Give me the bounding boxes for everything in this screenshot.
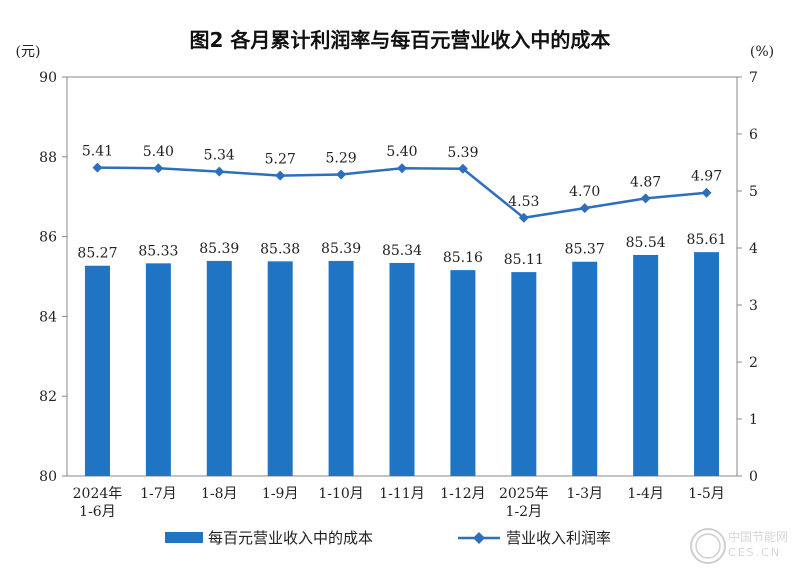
x-tick-label: 1-9月 [262,486,299,502]
right-tick-label: 4 [749,241,758,257]
watermark-logo: 中国节能网 CES.CN [690,528,788,564]
line-value-label: 4.70 [569,184,600,200]
bar [511,272,537,476]
bar [572,261,598,476]
right-tick-label: 7 [749,70,758,86]
left-tick-label: 84 [39,309,57,325]
x-tick-label: 1-7月 [140,486,177,502]
right-tick-label: 3 [749,298,758,314]
legend: 每百元营业收入中的成本 营业收入利润率 [165,529,611,547]
x-tick-label: 1-8月 [201,486,238,502]
bar [633,254,659,476]
left-axis-unit: (元) [16,44,41,60]
x-tick-label: 1-5月 [688,486,725,502]
bar [328,260,354,476]
line-value-label: 4.53 [508,194,539,210]
x-tick-label: 1-6月 [79,504,116,520]
x-tick-label: 2025年 [499,486,549,502]
bar-value-label: 85.39 [321,241,361,257]
x-tick-label: 1-4月 [627,486,664,502]
x-tick-label: 2024年 [73,486,123,502]
line-value-label: 4.97 [691,169,722,185]
line-marker [518,212,529,223]
bar-value-label: 85.61 [686,232,726,248]
line-value-label: 5.27 [265,152,296,168]
line-marker [640,193,651,204]
left-tick-label: 88 [39,150,57,166]
bar [450,270,476,476]
right-tick-label: 2 [749,355,758,371]
right-tick-label: 6 [749,127,758,143]
bar [145,263,171,476]
bar-value-label: 85.33 [138,243,178,259]
left-tick-label: 82 [39,389,57,405]
x-tick-label: 1-3月 [566,486,603,502]
x-tick-label: 1-10月 [318,486,363,502]
line-marker [336,169,347,180]
right-tick-label: 1 [749,412,758,428]
line-marker [397,163,407,174]
right-tick-label: 0 [749,469,758,485]
bar [84,265,110,476]
line-value-label: 5.40 [143,144,174,160]
line-marker [701,187,712,198]
line-value-label: 5.34 [204,148,235,164]
x-tick-label: 1-11月 [379,486,424,502]
bar-value-label: 85.54 [626,235,666,251]
line-marker [579,203,590,214]
left-tick-label: 80 [39,469,57,485]
line-marker [457,163,468,174]
bar-value-label: 85.27 [77,246,117,262]
legend-line-label: 营业收入利润率 [506,529,611,547]
bar-value-label: 85.39 [199,241,239,257]
left-tick-label: 86 [39,230,57,246]
bar-value-label: 85.37 [565,242,605,258]
chart-title: 图2 各月累计利润率与每百元营业收入中的成本 [190,28,611,52]
right-tick-label: 5 [749,184,758,200]
bar-value-label: 85.34 [382,243,422,259]
right-axis-unit: (%) [750,44,774,60]
bar [206,260,232,476]
legend-line-marker [473,532,485,544]
legend-bar-swatch [165,532,203,543]
legend-bar-label: 每百元营业收入中的成本 [208,529,373,547]
line-value-label: 5.39 [447,145,478,161]
bar [267,261,293,476]
line-value-label: 5.40 [386,144,417,160]
svg-text:中国节能网: 中国节能网 [728,529,788,544]
line-value-label: 5.29 [326,150,357,166]
x-tick-label: 1-12月 [440,486,485,502]
bar [389,262,415,476]
line-value-label: 4.87 [630,174,661,190]
bar-value-label: 85.16 [443,250,483,266]
line-series [97,166,707,220]
x-tick-label: 1-2月 [506,504,543,520]
line-marker [92,162,103,173]
bar-value-label: 85.11 [504,252,544,268]
line-marker [153,163,164,174]
line-value-label: 5.41 [82,144,113,160]
bar-value-label: 85.38 [260,241,300,257]
svg-text:CES.CN: CES.CN [728,546,781,559]
line-marker [275,170,286,181]
line-marker [214,166,225,177]
left-tick-label: 90 [39,70,57,86]
bar [694,252,720,476]
